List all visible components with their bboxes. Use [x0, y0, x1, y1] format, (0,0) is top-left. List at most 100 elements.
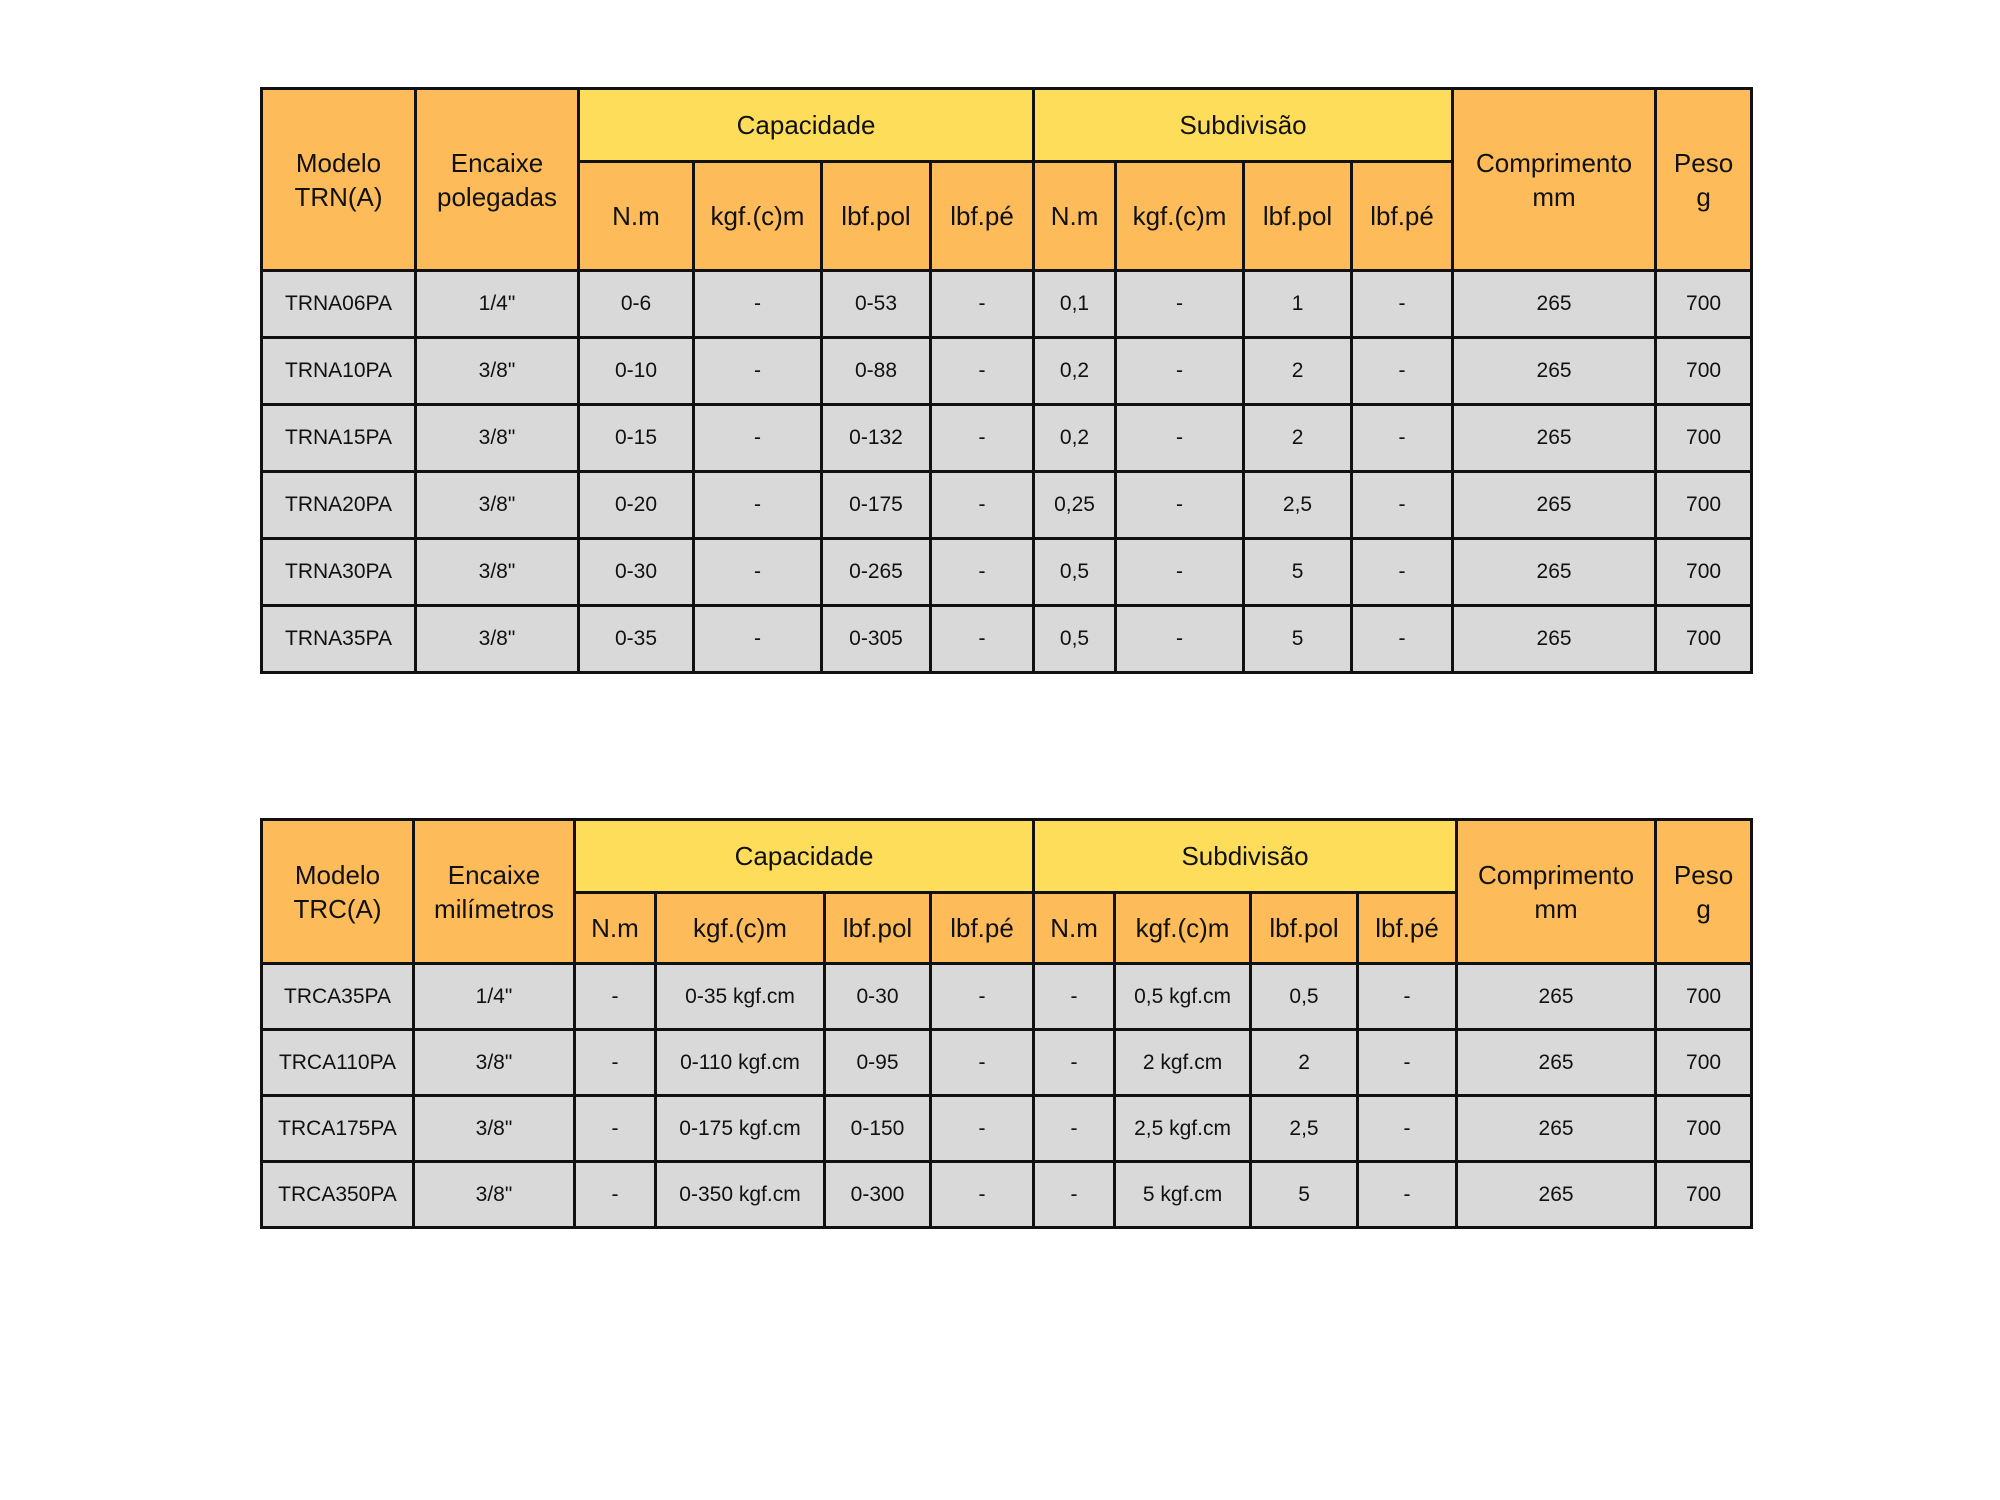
table-row: TRCA175PA 3/8" -0-175 kgf.cm 0-150- -2,5 kgf… — [260, 1094, 1754, 1163]
table-row: TRNA35PA 3/8" 0-35-0-305-0,5-5-265 700 — [260, 604, 1754, 674]
table-cell: 3/8" — [414, 470, 580, 540]
table-cell: - — [1356, 1094, 1459, 1163]
table-cell: - — [1032, 962, 1117, 1031]
table-cell: - — [1032, 1028, 1117, 1097]
unit-header: N.m — [573, 891, 657, 965]
table-cell: 265 — [1455, 1094, 1658, 1163]
table-row: TRNA30PA 3/8" 0-30-0-265-0,5-5-265 700 — [260, 537, 1754, 607]
table-cell: - — [573, 1028, 657, 1097]
unit-header: N.m — [577, 160, 695, 272]
table-cell: 0-35 kgf.cm — [654, 962, 826, 1031]
unit-header: lbf.pol — [823, 891, 932, 965]
table-cell: - — [1114, 269, 1246, 339]
table-cell: 3/8" — [412, 1094, 576, 1163]
table-cell: 0,5 — [1032, 604, 1118, 674]
table-cell: 5 — [1249, 1160, 1360, 1229]
table-cell: 700 — [1654, 470, 1754, 540]
table-cell: - — [1356, 962, 1459, 1031]
weight-header: Peso g — [1654, 87, 1754, 272]
model-header: Modelo TRN(A) — [260, 87, 417, 272]
unit-header: lbf.pol — [1249, 891, 1360, 965]
table-cell: 0-20 — [577, 470, 695, 540]
table-cell: - — [1114, 470, 1246, 540]
table-cell: 2,5 — [1242, 470, 1354, 540]
table-cell: 3/8" — [412, 1028, 576, 1097]
table-cell: - — [1350, 604, 1455, 674]
table-cell: 0-300 — [823, 1160, 932, 1229]
table-cell: 0,1 — [1032, 269, 1118, 339]
table-cell: 700 — [1654, 1094, 1754, 1163]
table-cell: - — [1356, 1028, 1459, 1097]
table-cell: 1/4" — [414, 269, 580, 339]
table-cell: 0-15 — [577, 403, 695, 473]
table-cell: TRNA15PA — [260, 403, 417, 473]
unit-header: lbf.pol — [820, 160, 932, 272]
table-cell: - — [573, 1094, 657, 1163]
unit-header: N.m — [1032, 891, 1117, 965]
capacity-header: Capacidade — [576, 87, 1036, 163]
table-cell: 0-305 — [820, 604, 932, 674]
table-cell: 5 kgf.cm — [1113, 1160, 1253, 1229]
table-cell: - — [1350, 269, 1455, 339]
table-cell: 0,2 — [1032, 403, 1118, 473]
table-cell: 0-110 kgf.cm — [654, 1028, 826, 1097]
table-cell: 265 — [1451, 269, 1658, 339]
table-cell: 1 — [1242, 269, 1354, 339]
table-cell: 0-35 — [577, 604, 695, 674]
table-cell: - — [928, 1094, 1036, 1163]
table-cell: 0-6 — [577, 269, 695, 339]
table-cell: 3/8" — [414, 336, 580, 406]
table-cell: - — [928, 403, 1036, 473]
table-cell: 265 — [1455, 1160, 1658, 1229]
table-cell: 700 — [1654, 962, 1754, 1031]
table-cell: - — [573, 962, 657, 1031]
unit-header: kgf.(c)m — [1113, 891, 1253, 965]
table-cell: 0,5 — [1249, 962, 1360, 1031]
table-cell: 2,5 — [1249, 1094, 1360, 1163]
table-cell: 0-265 — [820, 537, 932, 607]
table-cell: - — [928, 1028, 1036, 1097]
socket-header: Encaixe polegadas — [414, 87, 580, 272]
table-cell: 3/8" — [412, 1160, 576, 1229]
table-cell: 265 — [1451, 336, 1658, 406]
table-cell: - — [928, 470, 1036, 540]
table-cell: 0-175 kgf.cm — [654, 1094, 826, 1163]
table-cell: 2 — [1242, 403, 1354, 473]
table-cell: - — [1114, 537, 1246, 607]
table-cell: TRNA06PA — [260, 269, 417, 339]
table-cell: TRNA10PA — [260, 336, 417, 406]
table-cell: - — [692, 604, 823, 674]
table-row: TRCA110PA 3/8" -0-110 kgf.cm 0-95- -2 kgf.cm… — [260, 1028, 1754, 1097]
unit-header: lbf.pé — [928, 160, 1036, 272]
table-cell: TRCA350PA — [260, 1160, 415, 1229]
table-cell: - — [692, 269, 823, 339]
table-cell: 3/8" — [414, 537, 580, 607]
table-cell: - — [1114, 604, 1246, 674]
table-cell: 0-150 — [823, 1094, 932, 1163]
length-header: Comprimento mm — [1451, 87, 1658, 272]
table-cell: - — [928, 269, 1036, 339]
table-cell: - — [1350, 336, 1455, 406]
table-cell: 265 — [1455, 1028, 1658, 1097]
table-cell: 2 — [1242, 336, 1354, 406]
table-cell: TRCA35PA — [260, 962, 415, 1031]
table-row: TRNA06PA 1/4" 0-6-0-53-0,1-1-265 700 — [260, 269, 1754, 339]
table-cell: 265 — [1451, 470, 1658, 540]
table-cell: 3/8" — [414, 403, 580, 473]
table-cell: - — [692, 403, 823, 473]
table-cell: 700 — [1654, 336, 1754, 406]
table-cell: 0,5 — [1032, 537, 1118, 607]
table-cell: - — [928, 537, 1036, 607]
unit-header: lbf.pé — [1350, 160, 1455, 272]
table-cell: 700 — [1654, 1028, 1754, 1097]
table-cell: 3/8" — [414, 604, 580, 674]
trn-torque-wrench-table: Modelo TRN(A) Encaixe polegadas Capacidade… — [260, 87, 1754, 674]
unit-header: lbf.pé — [928, 891, 1036, 965]
table-cell: 265 — [1451, 604, 1658, 674]
trc-torque-wrench-table: Modelo TRC(A) Encaixe milímetros Capacidad… — [260, 818, 1754, 1229]
table-cell: 1/4" — [412, 962, 576, 1031]
table-cell: 265 — [1455, 962, 1658, 1031]
table-cell: - — [1114, 403, 1246, 473]
table-cell: TRNA30PA — [260, 537, 417, 607]
table-cell: 0,5 kgf.cm — [1113, 962, 1253, 1031]
